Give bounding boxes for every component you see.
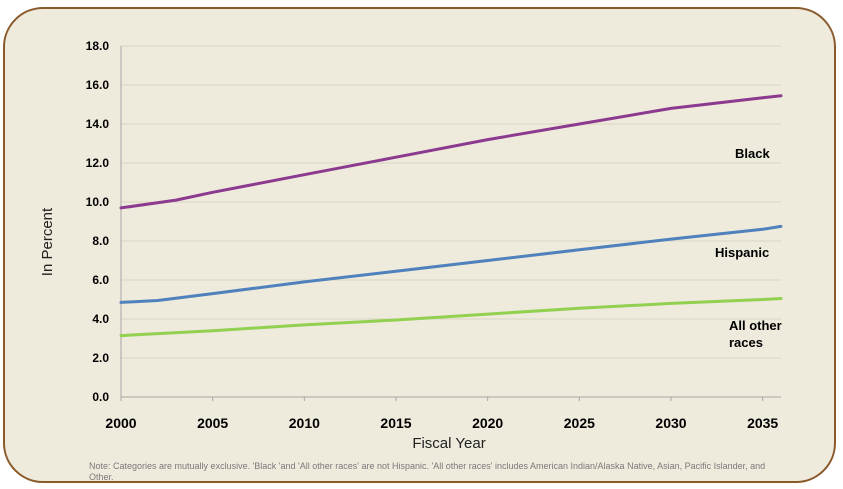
series-label-line: All other: [729, 318, 782, 333]
series-label-all-other-races: All other races: [729, 318, 782, 350]
x-tick-label: 2020: [472, 415, 503, 431]
series-line-black: [119, 94, 783, 210]
series-line-all-other-races: [119, 297, 783, 338]
x-axis-title: Fiscal Year: [412, 435, 485, 452]
series-label-line: Black: [735, 146, 770, 161]
x-tick-label: 2035: [747, 415, 778, 431]
axes: [120, 46, 781, 401]
x-tick-label: 2005: [197, 415, 228, 431]
y-tick-label: 14.0: [86, 117, 110, 131]
series-lines: [119, 94, 783, 338]
series-label-hispanic: Hispanic: [715, 245, 769, 260]
y-tick-label: 2.0: [92, 351, 109, 365]
y-tick-label: 18.0: [86, 39, 110, 53]
x-tick-label: 2000: [105, 415, 136, 431]
x-tick-label: 2010: [289, 415, 320, 431]
gridlines: [121, 45, 781, 359]
x-tick-label: 2030: [655, 415, 686, 431]
y-tick-labels: 0.0 2.0 4.0 6.0 8.0 10.0 12.0 14.0 16.0 18.0: [86, 39, 110, 404]
x-tick-labels: 2000 2005 2010 2015 2020 2025 2030 2035: [105, 415, 778, 431]
y-tick-label: 16.0: [86, 78, 110, 92]
y-tick-label: 8.0: [92, 234, 109, 248]
y-tick-label: 6.0: [92, 273, 109, 287]
y-tick-label: 0.0: [92, 390, 109, 404]
series-label-line: Hispanic: [715, 245, 769, 260]
series-labels: Black Hispanic All other races: [715, 146, 782, 350]
chart-frame: [3, 7, 836, 483]
x-tick-label: 2015: [380, 415, 411, 431]
y-tick-label: 4.0: [92, 312, 109, 326]
y-tick-label: 10.0: [86, 195, 110, 209]
x-tick-label: 2025: [564, 415, 595, 431]
series-label-black: Black: [735, 146, 770, 161]
series-label-line: races: [729, 335, 763, 350]
series-line-hispanic: [119, 224, 783, 304]
y-axis-title: In Percent: [39, 207, 56, 276]
y-tick-label: 12.0: [86, 156, 110, 170]
footnote: Note: Categories are mutually exclusive.…: [89, 461, 766, 482]
